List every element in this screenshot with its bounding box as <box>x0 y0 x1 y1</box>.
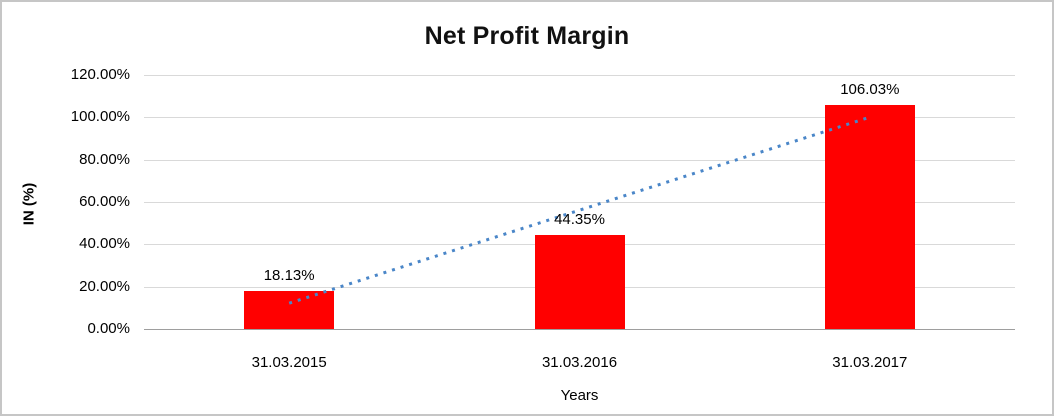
y-tick-label: 40.00% <box>79 235 130 253</box>
y-tick-label: 100.00% <box>70 108 130 126</box>
bar-31.03.2015 <box>244 290 335 329</box>
y-tick-label: 120.00% <box>70 66 130 83</box>
bar-value-label: 18.13% <box>263 266 315 284</box>
x-axis-title: Years <box>560 387 599 404</box>
bar-value-label: 44.35% <box>554 211 605 229</box>
gridline <box>144 159 1015 161</box>
gridline <box>144 202 1015 203</box>
gridline <box>144 75 1015 76</box>
y-tick-label: 0.00% <box>87 320 130 337</box>
y-tick-label: 60.00% <box>79 193 130 210</box>
bar-31.03.2017 <box>824 104 915 329</box>
gridline <box>144 117 1015 119</box>
bar-31.03.2016 <box>534 235 625 329</box>
y-tick-label: 80.00% <box>79 150 130 168</box>
bar-value-label: 106.03% <box>840 80 900 98</box>
x-category-label: 31.03.2016 <box>541 354 618 371</box>
trendline <box>288 115 871 305</box>
plot-area: 18.13% 44.35% 106.03% <box>144 75 1015 330</box>
chart-title: Net Profit Margin <box>424 22 630 50</box>
x-axis-line <box>144 329 1015 330</box>
trendline-segment <box>288 115 871 305</box>
y-axis-tick-labels: 0.00% 20.00% 40.00% 60.00% 80.00% 100.00% 120.… <box>2 2 130 414</box>
x-category-label: 31.03.2015 <box>251 354 327 371</box>
y-tick-label: 20.00% <box>79 277 130 295</box>
x-category-label: 31.03.2017 <box>832 354 908 371</box>
